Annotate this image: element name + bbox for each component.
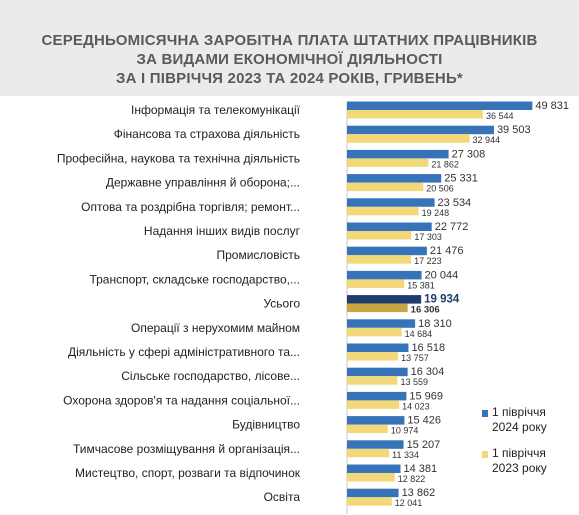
bar-2023 bbox=[347, 327, 402, 337]
value-label-2023: 12 041 bbox=[395, 498, 423, 508]
bar-2024 bbox=[347, 488, 399, 498]
category-label: Тимчасове розміщування й організація... bbox=[73, 442, 300, 456]
category-label: Оптова та роздрібна торгівля; ремонт... bbox=[81, 200, 300, 214]
value-label-2024: 14 381 bbox=[403, 463, 437, 475]
title-band: СЕРЕДНЬОМІСЯЧНА ЗАРОБІТНА ПЛАТА ШТАТНИХ … bbox=[0, 0, 579, 96]
bar-2023 bbox=[347, 255, 412, 264]
bar-2023 bbox=[347, 448, 390, 458]
bar-2024 bbox=[347, 343, 409, 352]
bar-2024 bbox=[347, 101, 533, 110]
bar-2024 bbox=[347, 416, 405, 425]
bar-2023 bbox=[347, 400, 400, 409]
value-label-2023: 20 506 bbox=[426, 184, 454, 194]
value-label-2024: 15 426 bbox=[407, 415, 441, 427]
category-label: Професійна, наукова та технічна діяльніс… bbox=[57, 151, 300, 165]
category-label: Будівництво bbox=[232, 418, 300, 432]
value-label-2024: 22 772 bbox=[435, 221, 469, 233]
category-label: Промисловість bbox=[216, 248, 300, 262]
bar-2024 bbox=[347, 198, 435, 207]
category-label: Фінансова та страхова діяльність bbox=[114, 127, 300, 141]
legend-item-2024: 1 півріччя 2024 року bbox=[482, 405, 547, 435]
category-label: Мистецтво, спорт, розваги та відпочинок bbox=[75, 466, 301, 480]
bar-2023 bbox=[347, 352, 399, 361]
category-label: Транспорт, складське господарство,... bbox=[89, 272, 300, 286]
value-label-2024: 20 044 bbox=[425, 269, 459, 281]
chart-title-line-2: ЗА ВИДАМИ ЕКОНОМІЧНОЇ ДІЯЛЬНОСТІ bbox=[136, 51, 443, 68]
value-label-2024: 19 934 bbox=[424, 294, 460, 306]
chart-title-line-1: СЕРЕДНЬОМІСЯЧНА ЗАРОБІТНА ПЛАТА ШТАТНИХ … bbox=[41, 32, 538, 49]
category-label: Усього bbox=[263, 297, 300, 311]
value-label-2023: 11 334 bbox=[392, 450, 419, 460]
value-label-2023: 17 303 bbox=[414, 232, 442, 242]
value-label-2024: 21 476 bbox=[430, 245, 464, 257]
bar-2023 bbox=[347, 497, 392, 506]
category-label: Інформація та телекомунікації bbox=[131, 103, 301, 117]
bar-2024 bbox=[347, 319, 416, 328]
value-label-2024: 15 969 bbox=[409, 390, 443, 402]
legend-item-2023: 1 півріччя 2023 року bbox=[482, 446, 547, 476]
value-label-2023: 16 306 bbox=[411, 305, 440, 316]
value-label-2023: 12 822 bbox=[398, 474, 426, 484]
category-label: Освіта bbox=[264, 490, 301, 504]
value-label-2024: 15 207 bbox=[407, 439, 441, 451]
category-label: Операції з нерухомим майном bbox=[131, 321, 300, 335]
bar-2023 bbox=[347, 158, 429, 167]
bar-2024 bbox=[347, 149, 449, 159]
bar-2024 bbox=[347, 270, 422, 280]
bar-2024 bbox=[347, 367, 408, 377]
legend-swatch-2023 bbox=[482, 451, 488, 458]
bar-2024 bbox=[347, 464, 401, 473]
bar-2023 bbox=[347, 473, 395, 482]
chart-title-line-3: ЗА І ПІВРІЧЧЯ 2023 ТА 2024 РОКІВ, ГРИВЕН… bbox=[116, 70, 463, 87]
value-label-2024: 49 831 bbox=[535, 100, 569, 112]
bar-2023 bbox=[347, 231, 412, 240]
value-label-2024: 16 304 bbox=[411, 366, 445, 378]
value-label-2023: 10 974 bbox=[391, 426, 419, 436]
bar-2024 bbox=[347, 440, 404, 449]
bar-2024 bbox=[347, 391, 407, 401]
value-label-2023: 15 381 bbox=[407, 280, 435, 290]
legend-label-2024-line1: 1 півріччя bbox=[492, 405, 546, 419]
bar-2024 bbox=[347, 222, 432, 231]
value-label-2024: 39 503 bbox=[497, 124, 531, 136]
value-label-2024: 25 331 bbox=[444, 173, 478, 185]
value-label-2023: 32 944 bbox=[473, 135, 501, 145]
value-label-2023: 36 544 bbox=[486, 111, 514, 121]
legend-swatch-2024 bbox=[482, 410, 488, 417]
legend-label-2024-line2: 2024 року bbox=[492, 420, 547, 434]
bar-2023 bbox=[347, 303, 408, 313]
value-label-2023: 14 684 bbox=[405, 329, 433, 339]
category-label: Діяльність у сфері адміністративного та.… bbox=[68, 345, 300, 359]
value-label-2023: 13 559 bbox=[400, 377, 428, 387]
legend-label-2023-line1: 1 півріччя bbox=[492, 446, 546, 460]
value-label-2023: 21 862 bbox=[431, 159, 459, 169]
legend-label-2023-line2: 2023 року bbox=[492, 461, 547, 475]
category-label: Надання інших видів послуг bbox=[144, 224, 301, 238]
bar-2023 bbox=[347, 110, 483, 119]
bar-2023 bbox=[347, 376, 398, 385]
bar-2023 bbox=[347, 424, 388, 434]
value-label-2024: 18 310 bbox=[418, 318, 452, 330]
value-label-2023: 14 023 bbox=[402, 401, 430, 411]
bar-2023 bbox=[347, 206, 419, 216]
value-label-2023: 19 248 bbox=[422, 208, 450, 218]
bar-2024 bbox=[347, 246, 427, 256]
value-label-2024: 23 534 bbox=[438, 197, 472, 209]
value-label-2024: 13 862 bbox=[402, 487, 436, 499]
bar-2023 bbox=[347, 182, 424, 192]
bar-2024 bbox=[347, 125, 494, 135]
value-label-2024: 27 308 bbox=[452, 148, 486, 160]
value-label-2023: 17 223 bbox=[414, 256, 442, 266]
bar-2023 bbox=[347, 279, 405, 288]
bar-2023 bbox=[347, 134, 470, 143]
value-label-2024: 16 518 bbox=[411, 342, 445, 354]
category-label: Сільське господарство, лісове... bbox=[121, 369, 300, 383]
category-label: Охорона здоров'я та надання соціальної..… bbox=[63, 393, 300, 407]
bar-2024 bbox=[347, 295, 422, 304]
bar-2024 bbox=[347, 174, 442, 183]
value-label-2023: 13 757 bbox=[401, 353, 429, 363]
category-label: Державне управління й оборона;... bbox=[106, 176, 300, 190]
